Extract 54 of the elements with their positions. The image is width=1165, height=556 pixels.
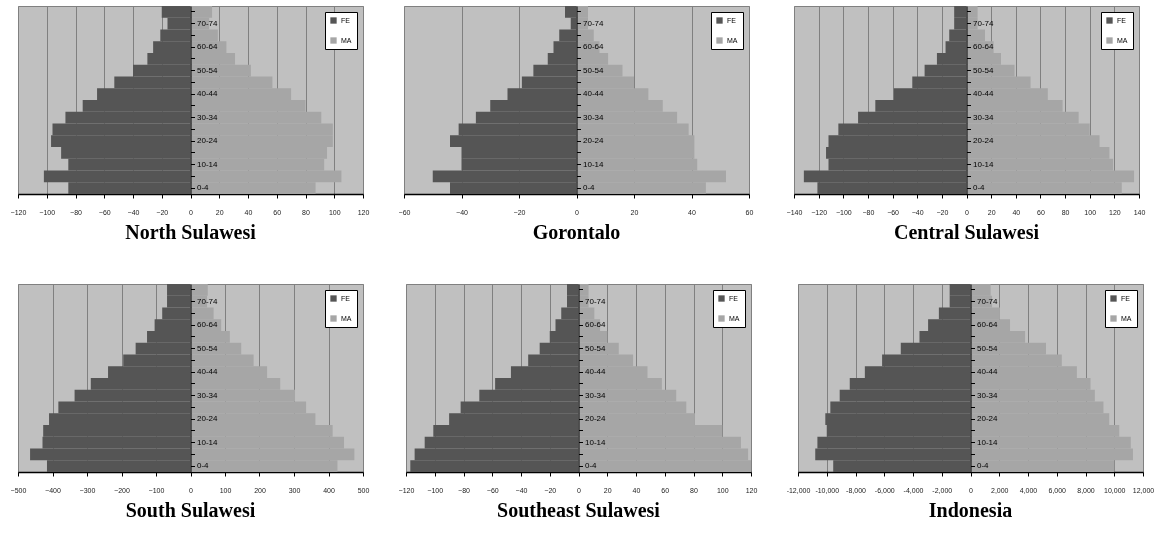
y-tick-label: 70-74 bbox=[583, 18, 605, 28]
y-tick-label: 50-54 bbox=[197, 65, 219, 75]
y-tick-label: 10-14 bbox=[585, 437, 607, 447]
y-tick-label: 60-64 bbox=[973, 42, 995, 52]
y-tick-label: 30-34 bbox=[197, 390, 219, 400]
y-tick-label: 20-24 bbox=[585, 414, 607, 424]
text: Indonesia bbox=[928, 499, 1013, 521]
y-tick-label: 30-34 bbox=[977, 390, 999, 400]
y-tick-label: 50-54 bbox=[197, 343, 219, 353]
y-tick-label: 20-24 bbox=[973, 136, 995, 146]
y-tick-label: 10-14 bbox=[583, 159, 605, 169]
y-tick-label: 40-44 bbox=[585, 367, 607, 377]
y-tick-label: 20-24 bbox=[583, 136, 605, 146]
y-tick-label: 70-74 bbox=[977, 296, 999, 306]
y-tick-label: 30-34 bbox=[583, 112, 605, 122]
y-tick-label: 40-44 bbox=[973, 89, 995, 99]
y-tick-label: 40-44 bbox=[977, 367, 999, 377]
y-tick-label: 40-44 bbox=[583, 89, 605, 99]
y-tick-label: 10-14 bbox=[197, 437, 219, 447]
y-tick-label: 0-4 bbox=[583, 183, 596, 193]
y-tick-label: 70-74 bbox=[197, 18, 219, 28]
text: Southeast Sulawesi bbox=[497, 499, 661, 521]
y-tick-label: 0-4 bbox=[197, 183, 210, 193]
text: Central Sulawesi bbox=[894, 221, 1040, 243]
y-tick-label: 40-44 bbox=[197, 367, 219, 377]
y-tick-label: 10-14 bbox=[197, 159, 219, 169]
y-tick-label: 70-74 bbox=[197, 296, 219, 306]
y-tick-label: 50-54 bbox=[583, 65, 605, 75]
y-tick-label: 60-64 bbox=[583, 42, 605, 52]
y-tick-label: 70-74 bbox=[973, 18, 995, 28]
y-tick-label: 0-4 bbox=[973, 183, 986, 193]
y-tick-label: 70-74 bbox=[585, 296, 607, 306]
y-tick-label: 30-34 bbox=[585, 390, 607, 400]
y-tick-label: 60-64 bbox=[977, 320, 999, 330]
y-tick-label: 0-4 bbox=[585, 461, 598, 471]
y-tick-label: 20-24 bbox=[977, 414, 999, 424]
y-tick-label: 60-64 bbox=[197, 42, 219, 52]
y-tick-label: 30-34 bbox=[197, 112, 219, 122]
y-tick-label: 20-24 bbox=[197, 136, 219, 146]
y-tick-label: 50-54 bbox=[977, 343, 999, 353]
y-tick-label: 50-54 bbox=[973, 65, 995, 75]
y-tick-label: 50-54 bbox=[585, 343, 607, 353]
y-tick-label: 60-64 bbox=[197, 320, 219, 330]
y-tick-label: 10-14 bbox=[977, 437, 999, 447]
y-tick-label: 0-4 bbox=[977, 461, 990, 471]
text: South Sulawesi bbox=[125, 499, 256, 521]
y-tick-label: 20-24 bbox=[197, 414, 219, 424]
y-tick-label: 40-44 bbox=[197, 89, 219, 99]
text: Gorontalo bbox=[532, 221, 621, 243]
y-tick-label: 60-64 bbox=[585, 320, 607, 330]
y-tick-label: 30-34 bbox=[973, 112, 995, 122]
text: North Sulawesi bbox=[125, 221, 257, 243]
y-tick-label: 0-4 bbox=[197, 461, 210, 471]
y-tick-label: 10-14 bbox=[973, 159, 995, 169]
